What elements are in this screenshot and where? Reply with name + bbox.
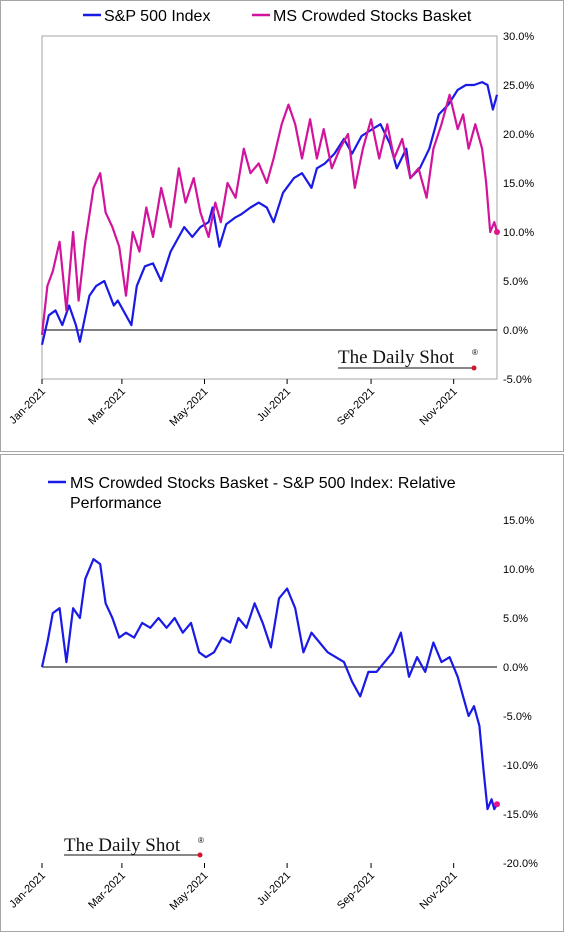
chart2-end-marker — [494, 801, 500, 808]
chart2-x-tick-label: Jan-2021 — [7, 870, 48, 911]
chart1-y-tick-label: 10.0% — [503, 227, 534, 239]
legend-label-relative: MS Crowded Stocks Basket - S&P 500 Index… — [70, 475, 460, 512]
chart1-series-line-b — [40, 93, 499, 336]
chart2-x-tick-label: Sep-2021 — [335, 870, 377, 912]
chart2-y-tick-label: -15.0% — [503, 809, 538, 821]
chart1-x-tick-label: Sep-2021 — [335, 386, 377, 428]
brand-dot-bottom — [197, 852, 203, 858]
chart1-x-tick-label: Nov-2021 — [418, 386, 460, 428]
chart1-x-tick-label: Jan-2021 — [7, 386, 48, 427]
chart2-series-line-a — [40, 558, 498, 811]
chart1-y-tick-label: 5.0% — [503, 276, 528, 288]
chart1-y-tick-label: 15.0% — [503, 178, 534, 190]
brand-logo-text-top: The Daily Shot — [338, 347, 455, 368]
chart1-x-tick-label: Mar-2021 — [86, 386, 128, 428]
chart1-x-tick-label: Jul-2021 — [255, 386, 293, 424]
chart2-y-tick-label: 10.0% — [503, 564, 534, 576]
chart2-legend: MS Crowded Stocks Basket - S&P 500 Index… — [48, 475, 460, 512]
chart2-y-tick-label: 5.0% — [503, 613, 528, 625]
brand-logo-bottom: The Daily Shot ® — [64, 835, 204, 856]
chart2-y-tick-label: -20.0% — [503, 858, 538, 870]
chart2-x-tick-label: Mar-2021 — [86, 870, 128, 912]
chart1-plot-area — [41, 35, 498, 380]
chart2-y-tick-label: -10.0% — [503, 760, 538, 772]
brand-registered-bottom: ® — [198, 836, 204, 845]
brand-dot-top — [471, 365, 477, 371]
chart1-x-tick-label: May-2021 — [168, 386, 211, 429]
chart1-y-tick-label: 0.0% — [503, 325, 528, 337]
chart2-y-tick-label: -5.0% — [503, 711, 532, 723]
brand-registered-top: ® — [472, 348, 478, 357]
chart2-x-tick-label: Nov-2021 — [418, 870, 460, 912]
chart2-x-tick-label: May-2021 — [168, 870, 211, 913]
chart2-y-tick-label: 0.0% — [503, 662, 528, 674]
chart2-x-tick-label: Jul-2021 — [255, 870, 293, 908]
chart1-series-line-a — [40, 80, 499, 345]
chart2-frame — [0, 454, 564, 932]
chart1-y-tick-label: 20.0% — [503, 129, 534, 141]
chart1-y-tick-label: 30.0% — [503, 31, 534, 43]
brand-logo-text-bottom: The Daily Shot — [64, 835, 181, 856]
legend-label-crowded: MS Crowded Stocks Basket — [273, 8, 472, 25]
brand-logo-top: The Daily Shot ® — [338, 347, 478, 369]
chart1-y-tick-label: -5.0% — [503, 374, 532, 386]
chart2-y-tick-label: 15.0% — [503, 515, 534, 527]
legend-label-sp500: S&P 500 Index — [104, 8, 210, 25]
chart1-legend: S&P 500 Index MS Crowded Stocks Basket — [83, 8, 472, 25]
chart1-y-tick-label: 25.0% — [503, 80, 534, 92]
chart1-frame — [0, 0, 564, 452]
chart1-end-marker — [494, 229, 500, 235]
